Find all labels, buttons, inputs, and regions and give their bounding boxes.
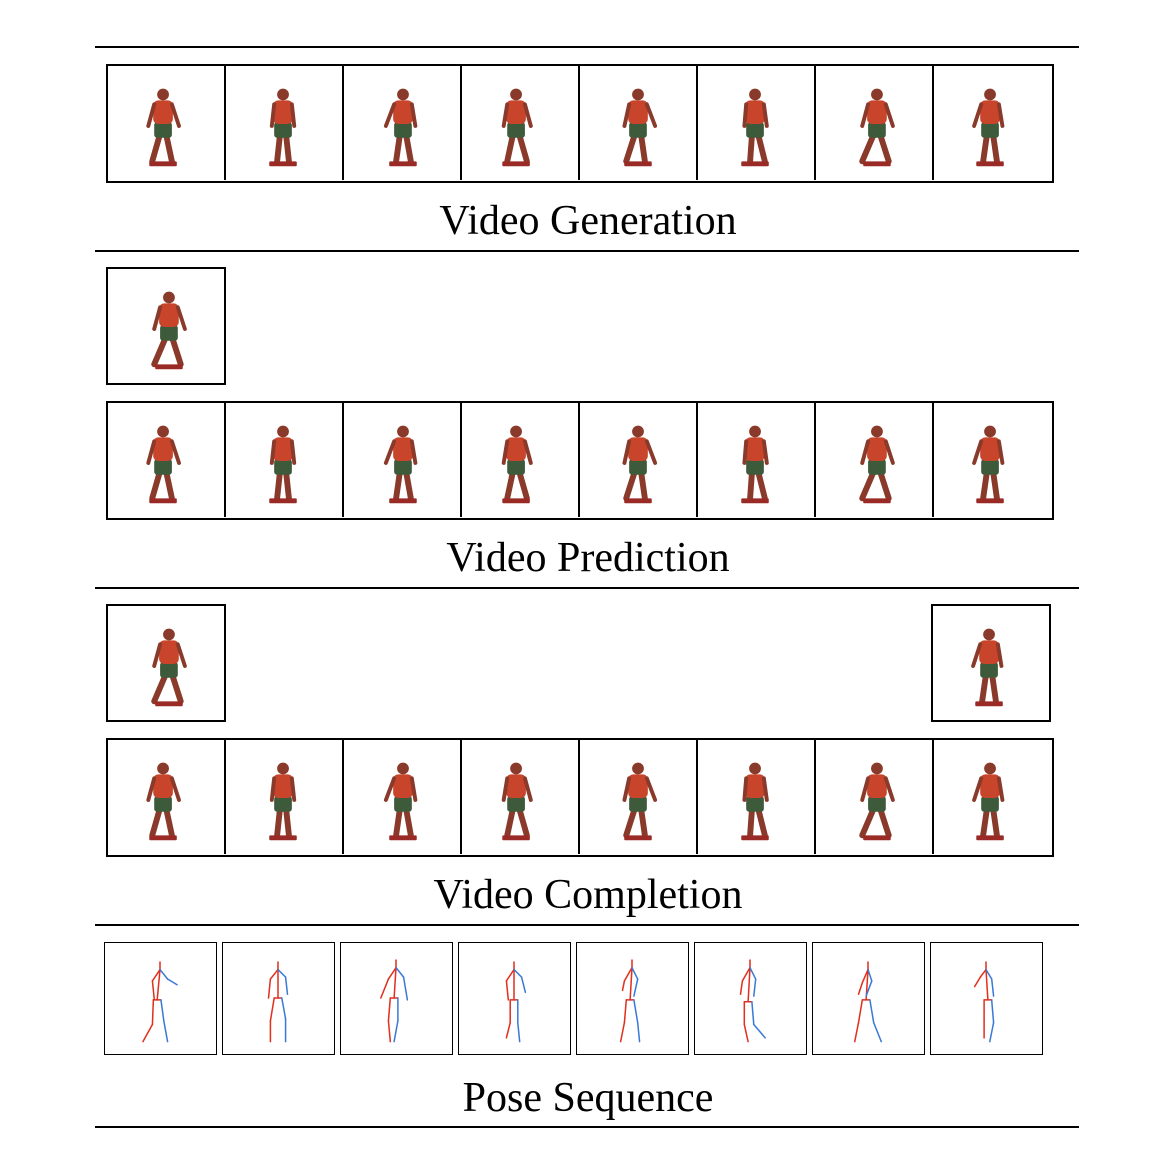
prediction-input-frame <box>106 267 226 385</box>
prediction-frame <box>816 403 934 517</box>
completion-frame <box>462 740 580 854</box>
completion-frame <box>108 740 226 854</box>
pose-skeleton-frame <box>694 942 807 1055</box>
pose-skeleton-frame <box>104 942 217 1055</box>
completion-frame <box>816 740 934 854</box>
section-rule <box>95 924 1079 926</box>
pose-skeleton-frame <box>340 942 453 1055</box>
prediction-frame <box>226 403 344 517</box>
prediction-frame <box>462 403 580 517</box>
prediction-frame <box>344 403 462 517</box>
generation-caption: Video Generation <box>439 198 737 244</box>
prediction-frame <box>934 403 1052 517</box>
generation-frame <box>580 66 698 180</box>
pose-skeleton-frame <box>930 942 1043 1055</box>
generation-frame <box>698 66 816 180</box>
generation-frame <box>108 66 226 180</box>
completion-frame <box>934 740 1052 854</box>
prediction-frame <box>698 403 816 517</box>
pose-skeleton-frame <box>576 942 689 1055</box>
prediction-frame-strip <box>106 401 1054 520</box>
generation-frame <box>816 66 934 180</box>
completion-frame-strip <box>106 738 1054 857</box>
top-rule <box>95 46 1079 48</box>
completion-frame <box>226 740 344 854</box>
section-rule <box>95 587 1079 589</box>
generation-frame-strip <box>106 64 1054 183</box>
generation-frame <box>934 66 1052 180</box>
bottom-rule <box>95 1126 1079 1128</box>
completion-caption: Video Completion <box>433 872 743 918</box>
completion-frame <box>580 740 698 854</box>
pose-skeleton-frame <box>812 942 925 1055</box>
completion-frame <box>698 740 816 854</box>
section-rule <box>95 250 1079 252</box>
generation-frame <box>462 66 580 180</box>
pose-caption: Pose Sequence <box>462 1075 714 1121</box>
completion-end-frame <box>931 604 1051 722</box>
completion-start-frame <box>106 604 226 722</box>
completion-frame <box>344 740 462 854</box>
pose-skeleton-frame <box>458 942 571 1055</box>
prediction-frame <box>108 403 226 517</box>
generation-frame <box>226 66 344 180</box>
generation-frame <box>344 66 462 180</box>
prediction-frame <box>580 403 698 517</box>
pose-skeleton-frame <box>222 942 335 1055</box>
prediction-caption: Video Prediction <box>446 535 730 581</box>
